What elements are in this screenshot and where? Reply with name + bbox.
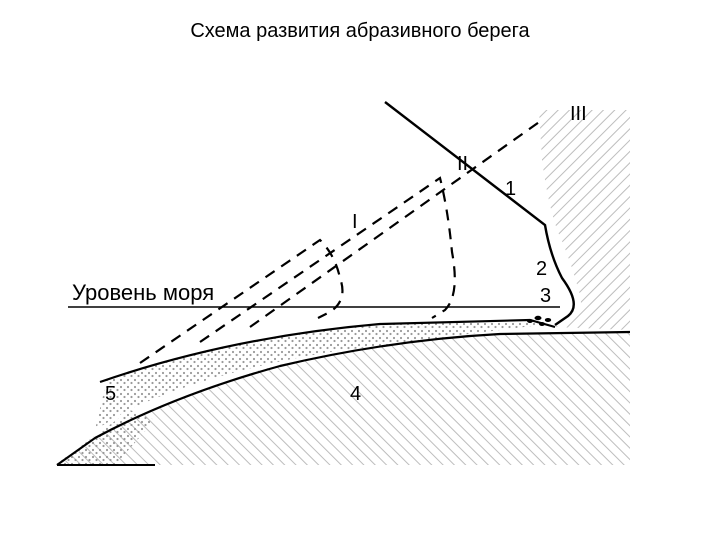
label-4: 4 [350,383,361,405]
stage-2-dashed [200,178,455,342]
label-3: 3 [540,285,551,307]
diagram-svg: Уровень моря I II III 1 2 3 4 5 [0,0,720,540]
diagram-container: Схема развития абразивного берега [0,0,720,540]
label-2: 2 [536,258,547,280]
cliff-hatch [539,110,630,330]
label-sea-level: Уровень моря [72,280,214,305]
label-stage-2: II [457,153,468,175]
label-stage-1: I [352,211,358,233]
label-1: 1 [505,178,516,200]
stage-3-dashed [250,120,542,327]
label-stage-3: III [570,103,587,125]
label-5: 5 [105,383,116,405]
